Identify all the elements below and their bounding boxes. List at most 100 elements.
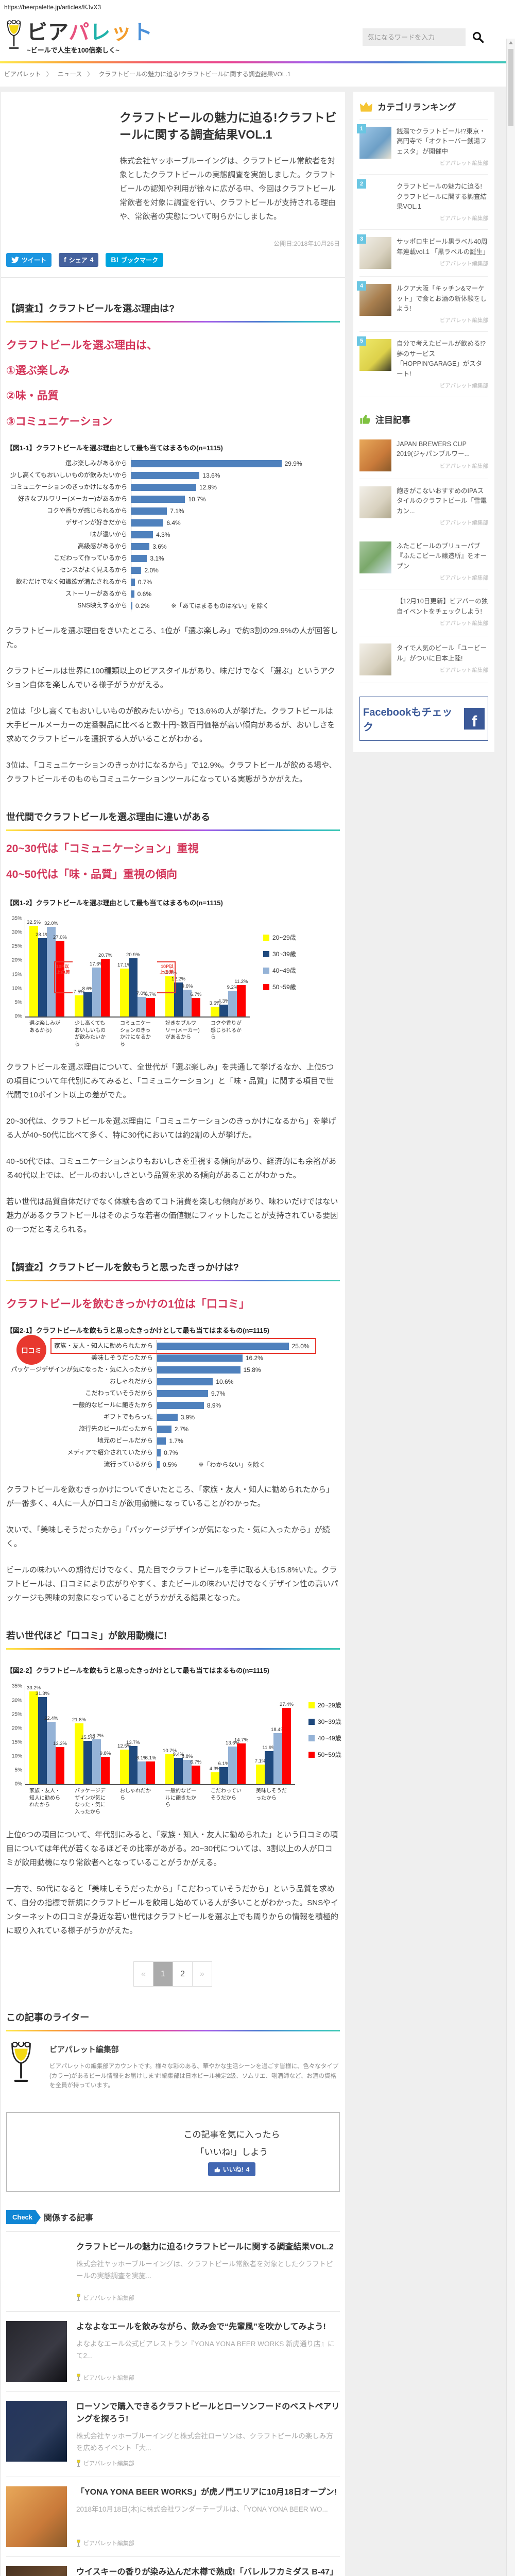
paragraph: 3位は、「コミュニケーションのきっかけになるから」で12.9%。クラフトビールが… bbox=[6, 761, 337, 784]
chart-bar: 33.2% bbox=[27, 1685, 41, 1785]
legend-item: 50~59歳 bbox=[308, 1750, 341, 1759]
sidebar-article-title: 自分で考えたビールが飲める!?夢のサービス「HOPPIN'GARAGE」がスター… bbox=[397, 340, 486, 378]
chart-value-label: 9.7% bbox=[211, 1389, 226, 1397]
facebook-share-button[interactable]: f シェア 4 bbox=[59, 252, 99, 267]
y-tick-label: 10% bbox=[11, 1753, 22, 1759]
chart-category-label: センスがよく見えるから bbox=[60, 566, 127, 574]
thumbnail bbox=[359, 597, 391, 629]
related-article-item[interactable]: ウイスキーの香りが染み込んだ木樽で熟成!「バレルフカミダス B-47」が限定発売… bbox=[6, 2556, 340, 2576]
related-article-item[interactable]: クラフトビールの魅力に迫る!クラフトビールに関する調査結果VOL.2 株式会社ヤッ… bbox=[6, 2231, 340, 2311]
chart-bar-group: 7.1% 11.9% 18.4% 27.4% bbox=[255, 1702, 294, 1785]
chart-bar bbox=[157, 1437, 166, 1445]
like-button-label: いいね! bbox=[222, 2166, 244, 2174]
chart-value-label: 8.8% bbox=[181, 1753, 193, 1759]
chart-value-label: 3.6% bbox=[209, 1000, 221, 1006]
site-logo[interactable]: ビアパレット ~ビールで人生を100倍楽しく~ bbox=[4, 19, 153, 55]
related-article-item[interactable]: ローソンで購入できるクラフトビールとローソンフードのベストペアリングを探ろう! 株… bbox=[6, 2391, 340, 2477]
survey1-heading: 【調査1】クラフトビールを選ぶ理由は? bbox=[6, 303, 175, 314]
share-count: 4 bbox=[90, 256, 94, 264]
search-button[interactable] bbox=[472, 31, 484, 43]
chart-value-label: 13.6% bbox=[202, 471, 220, 479]
sidebar-article-item[interactable]: 5 自分で考えたビールが飲める!?夢のサービス「HOPPIN'GARAGE」がスタ… bbox=[357, 332, 488, 397]
hatena-bookmark-button[interactable]: B! ブックマーク bbox=[106, 252, 164, 267]
chart-value-label: 6.7% bbox=[145, 991, 157, 997]
scrollbar[interactable] bbox=[506, 39, 515, 2576]
thumbnail: 1 bbox=[357, 124, 391, 159]
like-button[interactable]: いいね! 4 bbox=[208, 2162, 256, 2177]
chart-bar: 6.7% bbox=[145, 992, 156, 1017]
sidebar-article-item[interactable]: ふたこビールのブリューパブ『ふたこビール醸造所』をオープン ビアパレット編集部 bbox=[359, 534, 488, 590]
chart-bar bbox=[131, 602, 133, 609]
search-input[interactable] bbox=[363, 28, 466, 46]
breadcrumb: ビアパレット〉ニュース〉クラフトビールの魅力に迫る!クラフトビールに関する調査結… bbox=[0, 63, 515, 87]
chart-bar-row: メディアで紹介されていたから 0.7% bbox=[6, 1447, 340, 1459]
related-article-title: ローソンで購入できるクラフトビールとローソンフードのベストペアリングを探ろう! bbox=[76, 2402, 340, 2424]
chart-bar bbox=[157, 1425, 171, 1433]
chart-category-label: コミュニケーションのきっかけになるから bbox=[120, 1021, 151, 1047]
writer-name: ビアパレット編集部 bbox=[49, 2045, 119, 2055]
chart-annotation: 10P以上の差 bbox=[157, 961, 176, 994]
chart-bar-row: 一般的なビールに飽きたから 8.9% bbox=[6, 1399, 340, 1412]
paragraph: クラフトビールは世界に100種類以上のビアスタイルがあり、味だけでなく「選ぶ」と… bbox=[6, 667, 335, 690]
chart-category-label: 一般的なビールに飽きたから bbox=[72, 1401, 153, 1409]
legend-swatch bbox=[308, 1751, 315, 1758]
sidebar-article-item[interactable]: 1 銭湯でクラフトビール!?東京・高円寺で「オクトーバー銭湯フェスタ」が開催中 ビア… bbox=[357, 120, 488, 175]
pagination-page-2[interactable]: 2 bbox=[173, 1961, 193, 1987]
sidebar: カテゴリランキング 1 銭湯でクラフトビール!?東京・高円寺で「オクトーバー銭湯フ… bbox=[353, 92, 494, 753]
facebook-banner[interactable]: Facebookもチェック f bbox=[359, 697, 488, 741]
legend-label: 30~39歳 bbox=[318, 1718, 341, 1726]
related-article-item[interactable]: よなよなエールを飲みながら、飲み会で“先輩風”を吹かしてみよう! よなよなエール公… bbox=[6, 2311, 340, 2391]
survey1-reason: ①選ぶ楽しみ bbox=[6, 365, 70, 377]
logo-char: レ bbox=[90, 21, 111, 44]
legend-swatch bbox=[308, 1718, 315, 1725]
chart-bar bbox=[131, 578, 135, 586]
pagination-page-1[interactable]: 1 bbox=[153, 1961, 173, 1987]
chart-note: ※「あてはまるものはない」を除く bbox=[171, 602, 269, 610]
chart-value-label: 3.1% bbox=[150, 554, 164, 562]
article-intro: 株式会社ヤッホーブルーイングは、クラフトビール常飲者を対象としたクラフトビールの… bbox=[119, 156, 336, 221]
chart-value-label: 17.6% bbox=[90, 961, 104, 967]
scrollbar-up-icon[interactable] bbox=[507, 39, 515, 47]
sidebar-article-item[interactable]: タイで人気のビール「ユービール」がついに日本上陸! ビアパレット編集部 bbox=[359, 636, 488, 684]
chart-value-label: 2.0% bbox=[144, 566, 159, 574]
thumbnail bbox=[6, 2320, 67, 2382]
chart-bar-row: 旅行先のビールだったから 2.7% bbox=[6, 1423, 340, 1435]
scrollbar-thumb[interactable] bbox=[508, 49, 513, 126]
legend-item: 30~39歳 bbox=[263, 950, 296, 958]
sidebar-article-item[interactable]: 飽きがこないおすすめのIPAスタイルのクラフトビール「雷電カン... ビアパレット… bbox=[359, 479, 488, 534]
thumbnail bbox=[6, 2241, 67, 2302]
chart-category-label: コミュニケーションのきっかけになるから bbox=[10, 483, 127, 491]
breadcrumb-item[interactable]: ニュース bbox=[57, 71, 82, 78]
sidebar-article-item[interactable]: JAPAN BREWERS CUP 2019(ジャパンブルワー... ビアパレット… bbox=[359, 432, 488, 479]
related-list: クラフトビールの魅力に迫る!クラフトビールに関する調査結果VOL.2 株式会社ヤッ… bbox=[6, 2231, 340, 2576]
chart-bar bbox=[131, 566, 142, 574]
survey1-reason: ②味・品質 bbox=[6, 390, 59, 402]
chart-bar: 14.7% bbox=[234, 1737, 248, 1785]
survey2-heading: 【調査2】クラフトビールを飲もうと思ったきっかけは? bbox=[6, 1262, 239, 1273]
sidebar-article-item[interactable]: 3 サッポロ生ビール黒ラベル40周年連載vol.1 「黒ラベルの誕生」 ビアパレット… bbox=[357, 230, 489, 277]
survey1-lead: クラフトビールを選ぶ理由は、 bbox=[6, 339, 158, 351]
logo-char: パ bbox=[68, 21, 90, 44]
chart-bar bbox=[131, 543, 150, 550]
sidebar-article-item[interactable]: 4 ルクア大阪「キッチン&マーケット」で食とお酒の新体験をしよう! ビアパレット編集… bbox=[357, 277, 488, 332]
related-article-author-row: ビアパレット編集部 bbox=[76, 2368, 340, 2382]
like-box-image bbox=[7, 2113, 124, 2191]
tweet-button[interactable]: ツイート bbox=[6, 252, 52, 267]
sidebar-article-item[interactable]: 2 クラフトビールの魅力に迫る!クラフトビールに関する調査結果VOL.1 ビアパレッ… bbox=[357, 175, 488, 230]
chart-value-label: 10.7% bbox=[188, 495, 206, 503]
thumbnail: 3 bbox=[357, 234, 391, 269]
chart-value-label: 2.7% bbox=[174, 1425, 189, 1433]
pagination-next[interactable]: » bbox=[192, 1961, 212, 1987]
breadcrumb-item[interactable]: ビアパレット bbox=[4, 71, 41, 78]
chart-bar bbox=[131, 507, 167, 515]
beer-glass-icon bbox=[77, 2374, 80, 2381]
sidebar-article-item[interactable]: 【12月10日更新】ビアバーの独自イベントをチェックしよう! ビアパレット編集部 bbox=[359, 589, 488, 637]
rainbow-divider bbox=[0, 61, 515, 63]
hatena-icon: B! bbox=[111, 256, 119, 264]
chart-value-label: 11.9% bbox=[262, 1744, 276, 1751]
pagination-prev[interactable]: « bbox=[133, 1961, 153, 1987]
related-article-author: ビアパレット編集部 bbox=[83, 2461, 134, 2467]
chart-category-label: こだわっていそうだから bbox=[211, 1788, 242, 1801]
writer-box: ビアパレット編集部 ビアパレットの編集部アカウントです。様々な彩のある、華やかな… bbox=[6, 2031, 340, 2094]
related-article-item[interactable]: 「YONA YONA BEER WORKS」が虎ノ門エリアに10月18日オープン… bbox=[6, 2477, 340, 2556]
